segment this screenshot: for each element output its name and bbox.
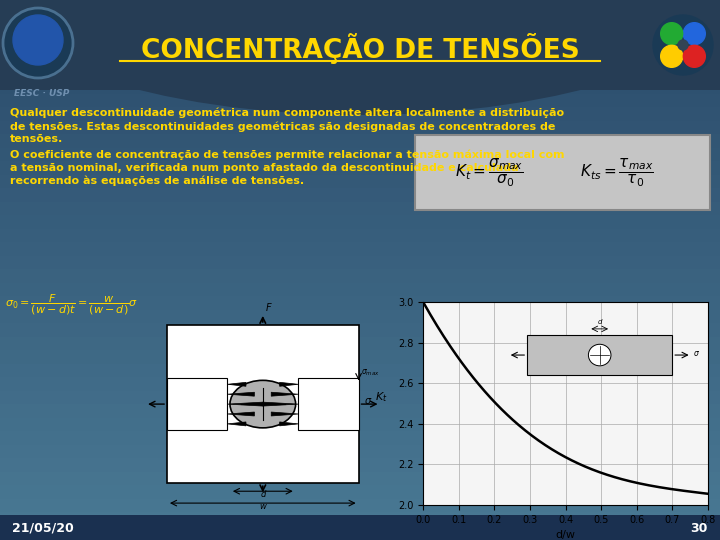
Bar	[0, 0, 720, 90]
Text: w: w	[259, 502, 266, 511]
Polygon shape	[263, 402, 298, 406]
Bar	[0, 309, 720, 324]
Bar	[0, 431, 720, 445]
Bar	[0, 404, 720, 418]
Polygon shape	[228, 422, 246, 426]
Bar	[0, 498, 720, 513]
Bar	[0, 363, 720, 378]
Text: d: d	[260, 490, 266, 499]
Circle shape	[653, 15, 713, 75]
Text: EESC · USP: EESC · USP	[14, 89, 69, 98]
Bar	[0, 147, 720, 162]
Bar	[0, 107, 720, 122]
Bar	[0, 255, 720, 270]
Text: $\sigma$: $\sigma$	[364, 396, 372, 406]
Bar	[0, 282, 720, 297]
Polygon shape	[279, 422, 298, 426]
Text: a tensão nominal, verificada num ponto afastado da descontinuidade e calculada: a tensão nominal, verificada num ponto a…	[10, 163, 518, 173]
Circle shape	[683, 23, 706, 45]
Circle shape	[683, 45, 706, 68]
Bar	[0, 188, 720, 202]
Bar	[0, 323, 720, 338]
Circle shape	[13, 15, 63, 65]
Bar	[0, 215, 720, 230]
X-axis label: d/w: d/w	[556, 530, 575, 540]
Bar	[0, 201, 720, 216]
Bar	[0, 242, 720, 256]
Text: $\sigma_0 = \dfrac{F}{(w-d)t} = \dfrac{w}{(w-d)}\sigma$: $\sigma_0 = \dfrac{F}{(w-d)t} = \dfrac{w…	[5, 293, 138, 317]
Bar	[0, 53, 720, 68]
Text: de tensões. Estas descontinuidades geométricas são designadas de concentradores : de tensões. Estas descontinuidades geomé…	[10, 121, 555, 132]
Bar	[0, 12, 720, 27]
Polygon shape	[228, 382, 246, 386]
Bar	[0, 161, 720, 176]
Polygon shape	[271, 412, 298, 416]
Bar	[0, 80, 720, 94]
Circle shape	[678, 40, 688, 50]
Polygon shape	[228, 402, 263, 406]
Bar	[0, 269, 720, 284]
Bar	[0, 0, 720, 14]
Polygon shape	[228, 392, 254, 396]
Bar	[0, 444, 720, 459]
Bar	[0, 120, 720, 135]
Circle shape	[661, 45, 683, 68]
Bar	[0, 512, 720, 526]
Circle shape	[230, 380, 296, 428]
Bar	[0, 458, 720, 472]
Bar	[0, 336, 720, 351]
Bar	[0, 26, 720, 40]
Bar	[0, 417, 720, 432]
Ellipse shape	[0, 0, 720, 115]
Text: tensões.: tensões.	[10, 134, 63, 144]
Text: $K_t = \dfrac{\sigma_{max}}{\sigma_0}$: $K_t = \dfrac{\sigma_{max}}{\sigma_0}$	[455, 157, 523, 188]
Text: 30: 30	[690, 522, 708, 535]
Text: 21/05/20: 21/05/20	[12, 522, 73, 535]
Polygon shape	[271, 392, 298, 396]
Bar	[0, 66, 720, 81]
Circle shape	[3, 8, 73, 78]
Polygon shape	[279, 382, 298, 386]
Text: F: F	[266, 303, 271, 313]
Text: Qualquer descontinuidade geométrica num componente altera localmente a distribui: Qualquer descontinuidade geométrica num …	[10, 108, 564, 118]
Text: $K_{ts} = \dfrac{\tau_{max}}{\tau_0}$: $K_{ts} = \dfrac{\tau_{max}}{\tau_0}$	[580, 157, 654, 188]
Bar	[0, 350, 720, 364]
Bar	[0, 390, 720, 405]
Bar	[0, 296, 720, 310]
Bar	[0, 228, 720, 243]
Y-axis label: $K_t$: $K_t$	[375, 390, 388, 404]
Bar	[0, 93, 720, 108]
Bar	[0, 39, 720, 54]
Bar	[415, 135, 710, 210]
Bar	[167, 379, 228, 430]
Bar	[298, 379, 359, 430]
Bar	[0, 377, 720, 392]
Bar	[167, 325, 359, 483]
Text: CONCENTRAÇÃO DE TENSÕES: CONCENTRAÇÃO DE TENSÕES	[140, 32, 580, 64]
Circle shape	[661, 23, 683, 45]
Bar	[0, 471, 720, 486]
Text: $\sigma_{max}$: $\sigma_{max}$	[361, 367, 380, 378]
Bar	[0, 174, 720, 189]
Bar	[0, 525, 720, 540]
Polygon shape	[228, 412, 254, 416]
Bar	[0, 515, 720, 540]
Text: O coeficiente de concentração de tensões permite relacionar a tensão máxima loca: O coeficiente de concentração de tensões…	[10, 150, 564, 160]
Bar	[0, 134, 720, 148]
Bar	[0, 485, 720, 500]
Text: recorrendo às equações de análise de tensões.: recorrendo às equações de análise de ten…	[10, 176, 304, 186]
